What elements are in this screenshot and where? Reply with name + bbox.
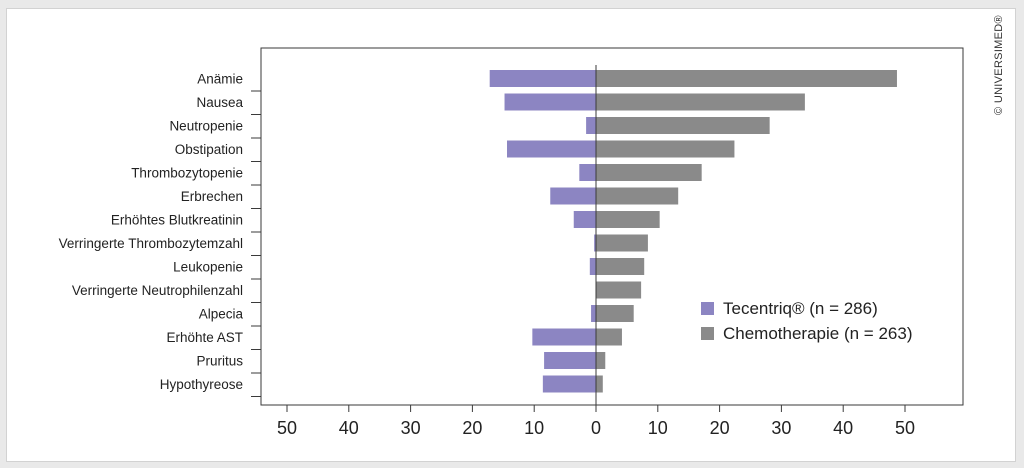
legend-swatch-tecentriq [701,302,714,315]
bar-chemotherapie-4 [596,164,702,181]
x-tick-label: 0 [591,418,601,438]
bar-tecentriq-5 [550,187,596,205]
bar-tecentriq-4 [579,164,596,181]
x-tick-label: 10 [648,418,668,438]
bar-tecentriq-3 [507,140,596,158]
x-tick-label: 10 [524,418,544,438]
bar-chemotherapie-8 [596,258,645,275]
bar-tecentriq-2 [586,117,596,134]
bar-chemotherapie-3 [596,140,735,158]
y-tick-label: Erhöhte AST [166,330,243,345]
y-tick-label: Hypothyreose [160,377,243,392]
bar-tecentriq-0 [489,70,596,87]
y-tick-label: Erbrechen [181,189,243,204]
bar-chemotherapie-9 [596,281,642,299]
bar-tecentriq-13 [542,375,596,393]
bar-chemotherapie-1 [596,93,805,111]
legend-label-chemotherapie: Chemotherapie (n = 263) [723,324,912,343]
bar-chemotherapie-0 [596,70,897,87]
bar-tecentriq-6 [573,211,596,228]
legend-label-tecentriq: Tecentriq® (n = 286) [723,299,878,318]
bar-chemotherapie-13 [596,375,603,393]
bar-chemotherapie-6 [596,211,660,228]
bar-chemotherapie-2 [596,117,770,134]
y-tick-label: Leukopenie [173,260,243,275]
y-tick-label: Anämie [197,72,243,87]
y-tick-label: Erhöhtes Blutkreatinin [111,213,243,228]
bar-chemotherapie-10 [596,305,634,322]
plot-frame [260,47,964,406]
x-tick-label: 40 [339,418,359,438]
y-tick-label: Obstipation [175,142,243,157]
bar-chemotherapie-11 [596,328,622,346]
y-tick-label: Verringerte Neutrophilenzahl [72,283,243,298]
bar-tecentriq-1 [504,93,596,111]
bar-tecentriq-11 [532,328,596,346]
x-tick-label: 50 [895,418,915,438]
x-tick-label: 30 [401,418,421,438]
x-tick-label: 40 [833,418,853,438]
bar-tecentriq-7 [594,234,596,252]
bar-tecentriq-10 [591,305,596,322]
y-tick-label: Verringerte Thrombozytemzahl [59,236,243,251]
y-tick-label: Nausea [196,95,243,110]
x-tick-label: 20 [462,418,482,438]
bar-chemotherapie-12 [596,352,606,369]
x-tick-label: 30 [771,418,791,438]
bar-chemotherapie-7 [596,234,648,252]
copyright-notice: © UNIVERSIMED® [993,15,1005,115]
bar-tecentriq-8 [589,258,596,275]
x-tick-label: 20 [710,418,730,438]
y-tick-label: Neutropenie [169,119,243,134]
bar-tecentriq-12 [544,352,596,369]
legend: Tecentriq® (n = 286) Chemotherapie (n = … [701,299,912,343]
diverging-bar-chart: Anämie Nausea Neutropenie Obstipation Thromb… [59,47,964,438]
y-tick-label: Thrombozytopenie [131,166,243,181]
y-tick-label: Alpecia [199,307,244,322]
chart-panel: Anämie Nausea Neutropenie Obstipation Thromb… [6,8,1016,462]
legend-swatch-chemotherapie [701,327,714,340]
bar-chemotherapie-5 [596,187,679,205]
x-tick-label: 50 [277,418,297,438]
y-tick-label: Pruritus [196,354,243,369]
